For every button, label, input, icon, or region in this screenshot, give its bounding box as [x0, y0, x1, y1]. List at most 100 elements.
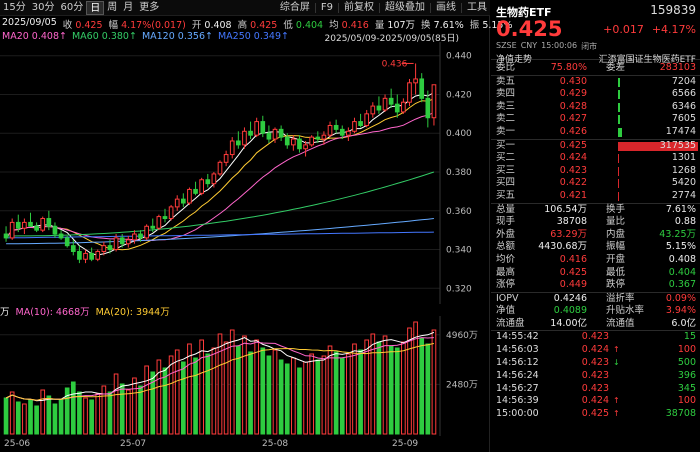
- candle: [284, 133, 290, 149]
- volume-bar: [284, 363, 290, 435]
- candle: [168, 204, 174, 221]
- volume-chart[interactable]: 4960万 2480万: [0, 316, 490, 436]
- candle-body: [3, 233, 9, 239]
- stat-label: 现手: [496, 216, 516, 228]
- candle-body: [46, 218, 52, 227]
- candle-body: [58, 233, 64, 239]
- quote-header: 生物药ETF 159839 0.425 +0.017 +4.17% SZSE C…: [491, 0, 700, 65]
- candle-body: [333, 124, 339, 130]
- candle: [309, 135, 315, 147]
- candle-body: [70, 245, 76, 252]
- period-more-tab[interactable]: 更多: [139, 1, 160, 13]
- volume-ma20: MA(20): 3944万: [95, 307, 170, 318]
- period-15min-tab[interactable]: 15分: [3, 1, 26, 13]
- candle-body: [174, 198, 180, 208]
- sell-level-label: 卖五: [496, 75, 516, 87]
- arrow-down-icon: ↓: [613, 358, 620, 368]
- candlestick-chart[interactable]: 0.440 0.420 0.400 0.380 0.360 0.340 0.320 0.436: [0, 42, 490, 304]
- volume-bar: [370, 333, 376, 435]
- price-axis-label: 0.340: [446, 246, 472, 256]
- tick-time: 14:56:39: [496, 395, 539, 407]
- sell-level-label: 卖二: [496, 113, 516, 125]
- x-tick-label: 25-06: [4, 439, 31, 449]
- overlay-button[interactable]: 超级叠加: [385, 1, 425, 13]
- arrow-up-icon: ↑: [613, 345, 620, 355]
- tick-row: 14:56:12 0.423 ↓ 500: [491, 357, 700, 370]
- buy-orderbook: 买一 0.425 317535 买二 0.424 1301 买三 0.423 1268 买四 0.4…: [491, 140, 700, 203]
- candle: [162, 208, 168, 223]
- sell-row[interactable]: 卖二 0.427 7605: [491, 113, 700, 126]
- tick-row: 14:56:27 0.423 345: [491, 383, 700, 396]
- sell-level-label: 卖四: [496, 88, 516, 100]
- volume-bar: [83, 397, 88, 435]
- volume-bar: [388, 345, 394, 435]
- candle-body: [22, 221, 27, 229]
- tick-list[interactable]: 14:55:42 0.423 15 14:56:03 0.424 ↑ 100 14:56:12…: [491, 331, 700, 421]
- sell-price: 0.429: [559, 88, 587, 100]
- sell-row[interactable]: 卖四 0.429 6566: [491, 88, 700, 101]
- candle-body: [229, 140, 235, 156]
- buy-row[interactable]: 买三 0.423 1268: [491, 165, 700, 178]
- volume-bar: [346, 353, 351, 435]
- stat-label: IOPV: [496, 292, 519, 304]
- candle-body: [52, 225, 58, 235]
- candle: [370, 102, 376, 118]
- buy-row[interactable]: 买一 0.425 317535: [491, 140, 700, 153]
- nav-trend-tab[interactable]: 净值走势: [496, 55, 533, 65]
- bar-info: 2025/09/05 收 0.425 幅 4.17%(0.017) 开 0.40…: [2, 17, 513, 31]
- volume-bar: [132, 377, 137, 435]
- candle-body: [431, 84, 437, 119]
- candle-body: [352, 121, 357, 132]
- volume-bar: [144, 365, 149, 435]
- period-day-tab[interactable]: 日: [86, 0, 105, 15]
- period-week-tab[interactable]: 周: [107, 1, 118, 13]
- volume-bar: [358, 349, 363, 435]
- period-30min-tab[interactable]: 30分: [31, 1, 55, 13]
- volume-bar: [119, 383, 125, 435]
- overview-button[interactable]: 综合屏: [279, 1, 310, 13]
- candle: [144, 224, 149, 240]
- candle-body: [34, 225, 39, 231]
- candle-body: [132, 233, 137, 241]
- candle-body: [407, 82, 412, 103]
- candle: [70, 239, 76, 256]
- sell-row[interactable]: 卖一 0.426 17474: [491, 126, 700, 139]
- price-axis-label: 0.380: [446, 168, 472, 178]
- candle: [376, 96, 382, 114]
- period-month-tab[interactable]: 月: [123, 1, 134, 13]
- candle-body: [242, 130, 247, 146]
- candle: [272, 127, 278, 143]
- sell-row[interactable]: 卖三 0.428 6346: [491, 101, 700, 114]
- buy-row[interactable]: 买二 0.424 1301: [491, 152, 700, 165]
- ma120-line: [6, 218, 434, 245]
- stat-label: 外盘: [496, 228, 516, 240]
- f9-button[interactable]: F9: [320, 1, 333, 13]
- candle-body: [138, 233, 143, 239]
- draw-button[interactable]: 画线: [436, 1, 456, 13]
- volume-bar: [266, 355, 272, 435]
- candle-body: [413, 78, 418, 84]
- volume-bar: [425, 343, 431, 435]
- tools-button[interactable]: 工具: [467, 1, 487, 13]
- buy-price: 0.423: [559, 164, 587, 176]
- ma20-line: [5, 112, 435, 242]
- volume-legend: 万 MA(10): 4668万 MA(20): 3944万: [0, 304, 170, 318]
- adjust-button[interactable]: 前复权: [344, 1, 374, 13]
- tick-time: 14:56:12: [496, 357, 539, 369]
- sell-row[interactable]: 卖五 0.430 7204: [491, 76, 700, 89]
- candle: [297, 135, 302, 153]
- candle-body: [327, 124, 333, 136]
- candle: [254, 117, 260, 138]
- period-60min-tab[interactable]: 60分: [60, 1, 84, 13]
- buy-volume-bar: [618, 166, 619, 176]
- tick-price: 0.423: [581, 382, 609, 394]
- stat-row: 总额 4430.68万 振幅 5.15%: [491, 241, 700, 254]
- last-price: 0.425: [496, 17, 563, 41]
- buy-row[interactable]: 买五 0.421 2774: [491, 190, 700, 203]
- tick-price: 0.423: [581, 331, 609, 343]
- buy-row[interactable]: 买四 0.422 5420: [491, 177, 700, 190]
- candle-body: [199, 179, 204, 194]
- volume-bar: [315, 359, 321, 435]
- weicha-value: 283103: [659, 62, 696, 73]
- info-close: 0.425: [75, 20, 103, 31]
